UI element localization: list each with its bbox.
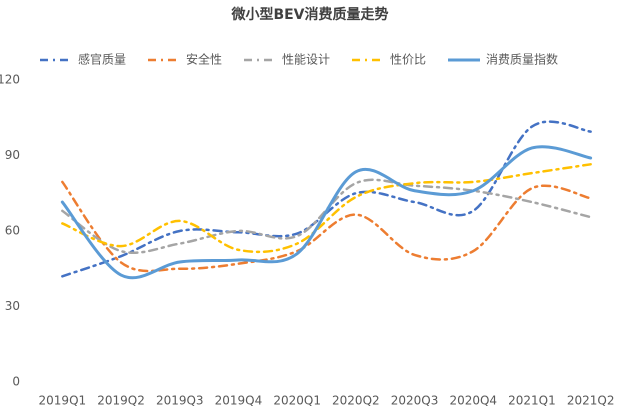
legend-label: 感官质量 — [78, 52, 126, 67]
legend-label: 消费质量指数 — [486, 52, 558, 67]
series-line — [61, 163, 592, 254]
y-tick-label: 90 — [5, 148, 20, 162]
y-tick-label: 30 — [5, 299, 20, 313]
series-line — [61, 178, 592, 254]
chart-title: 微小型BEV消费质量走势 — [230, 6, 388, 23]
x-tick-label: 2020Q3 — [391, 394, 439, 408]
x-tick-label: 2019Q2 — [97, 394, 145, 408]
x-tick-label: 2019Q3 — [156, 394, 204, 408]
x-tick-label: 2019Q4 — [215, 394, 263, 408]
x-tick-label: 2020Q4 — [449, 394, 497, 408]
x-tick-label: 2020Q1 — [273, 394, 321, 408]
x-tick-label: 2021Q2 — [567, 394, 615, 408]
x-tick-label: 2020Q2 — [332, 394, 380, 408]
legend-label: 性能设计 — [282, 53, 330, 67]
y-tick-label: 60 — [5, 224, 20, 238]
series-line — [61, 120, 592, 278]
series-line — [61, 180, 592, 273]
y-tick-label: 0 — [12, 375, 20, 389]
series-line — [60, 145, 593, 280]
legend-label: 安全性 — [186, 52, 222, 67]
x-tick-label: 2021Q1 — [508, 394, 556, 408]
legend-label: 性价比 — [390, 53, 426, 67]
x-tick-label: 2019Q1 — [39, 394, 87, 408]
y-tick-label: 120 — [0, 73, 20, 87]
